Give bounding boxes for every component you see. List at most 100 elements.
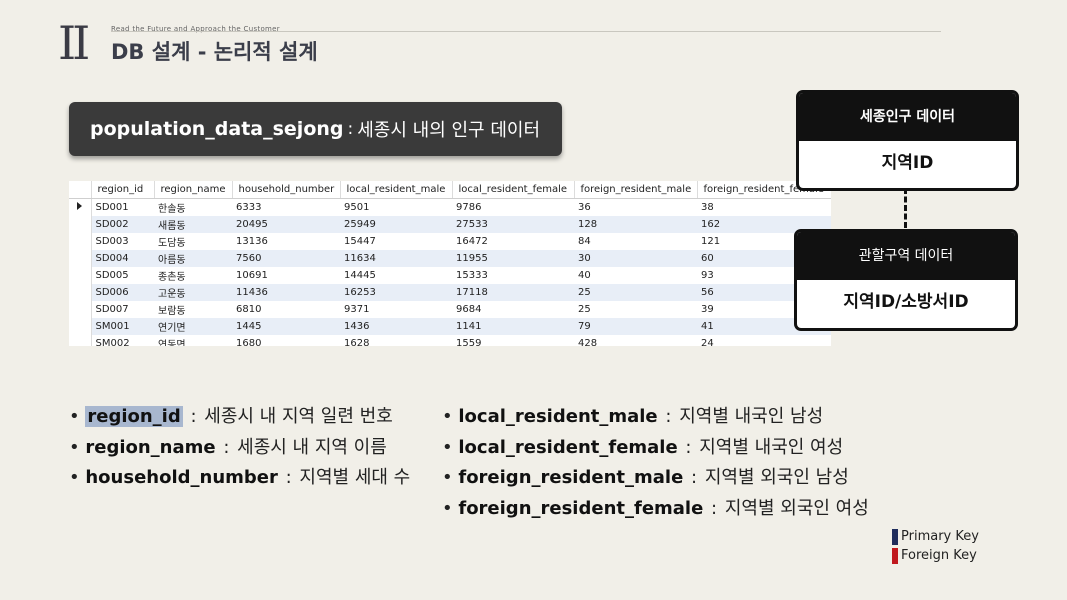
table-cell[interactable]: 연기면 — [154, 318, 232, 335]
entity-header: 세종인구 데이터 — [799, 93, 1016, 141]
row-selector[interactable] — [69, 284, 92, 301]
table-cell[interactable]: 연동면 — [158, 340, 186, 346]
table-cell[interactable]: 38 — [701, 202, 714, 213]
table-cell[interactable]: 11436 — [232, 284, 340, 301]
table-cell[interactable]: SD003 — [95, 236, 129, 247]
table-cell[interactable]: 7560 — [232, 250, 340, 267]
table-cell[interactable]: 종촌동 — [158, 272, 186, 283]
table-row[interactable]: SM001 연기면 1445 1436 1141 79 41 — [69, 318, 831, 335]
table-cell[interactable]: SM001 — [91, 318, 154, 335]
table-cell[interactable]: 25 — [574, 284, 697, 301]
table-row[interactable]: SD002 새롬동 20495 25949 27533 128 162 — [69, 216, 831, 233]
table-cell[interactable]: 보람동 — [158, 306, 186, 317]
column-header[interactable]: region_name — [154, 181, 233, 199]
column-header[interactable]: region_id — [91, 181, 155, 199]
table-row[interactable]: SM002 연동면 1680 1628 1559 428 24 — [69, 335, 831, 346]
table-cell[interactable]: SD001 — [95, 202, 129, 213]
table-cell[interactable]: SD005 — [95, 270, 129, 281]
table-cell[interactable]: 16253 — [340, 284, 452, 301]
table-cell[interactable]: 84 — [578, 236, 591, 247]
field-description: 세종시 내 지역 일련 번호 — [204, 406, 393, 427]
table-cell[interactable]: 36 — [578, 202, 591, 213]
table-cell[interactable]: 25949 — [340, 216, 452, 233]
field-name: region_id — [85, 406, 183, 427]
table-cell[interactable]: SD007 — [95, 304, 129, 315]
table-cell[interactable]: 20495 — [232, 216, 340, 233]
table-cell[interactable]: 9786 — [456, 202, 482, 213]
table-cell[interactable]: SD002 — [91, 216, 154, 233]
table-cell[interactable]: 고운동 — [154, 284, 232, 301]
field-separator: : — [223, 436, 230, 458]
table-cell[interactable]: 10691 — [236, 270, 268, 281]
table-cell[interactable]: 14445 — [344, 270, 376, 281]
table-cell[interactable]: 17118 — [452, 284, 574, 301]
table-cell[interactable]: 6810 — [236, 304, 262, 315]
table-cell[interactable]: 13136 — [236, 236, 268, 247]
entity-key: 지역ID/소방서ID — [843, 292, 969, 312]
entity-header: 관할구역 데이터 — [797, 232, 1015, 280]
table-cell[interactable]: 79 — [574, 318, 697, 335]
table-cell[interactable]: 도담동 — [158, 238, 186, 249]
entity-population-data: 세종인구 데이터 지역ID — [796, 90, 1019, 191]
table-cell[interactable]: 9684 — [456, 304, 482, 315]
bullet: • — [442, 406, 453, 427]
table-cell[interactable]: 1628 — [344, 338, 370, 346]
section-numeral: II — [58, 16, 90, 70]
page-title: DB 설계 - 논리적 설계 — [111, 40, 318, 64]
table-cell[interactable]: 93 — [701, 270, 714, 281]
table-row[interactable]: SD006 고운동 11436 16253 17118 25 56 — [69, 284, 831, 301]
row-selector[interactable] — [69, 250, 92, 267]
table-cell[interactable]: 16472 — [456, 236, 488, 247]
table-cell[interactable]: SD006 — [91, 284, 154, 301]
table-description: 세종시 내의 인구 데이터 — [357, 120, 541, 141]
table-cell[interactable]: 1559 — [456, 338, 482, 346]
table-row[interactable]: SD004 아름동 7560 11634 11955 30 60 — [69, 250, 831, 267]
field-item: • region_id : 세종시 내 지역 일련 번호 — [69, 402, 410, 433]
table-cell[interactable]: 11955 — [452, 250, 574, 267]
field-separator: : — [665, 406, 672, 427]
table-row[interactable]: SD003 도담동 13136 15447 16472 84 121 — [69, 233, 831, 250]
table-cell[interactable]: 27533 — [452, 216, 574, 233]
table-cell[interactable]: 428 — [578, 338, 598, 346]
table-cell[interactable]: 9501 — [344, 202, 370, 213]
table-row[interactable]: SD007 보람동 6810 9371 9684 25 39 — [69, 301, 831, 318]
table-cell[interactable]: 1680 — [236, 338, 262, 346]
table-cell[interactable]: 15333 — [456, 270, 488, 281]
table-cell[interactable]: 40 — [578, 270, 591, 281]
row-selector[interactable] — [69, 216, 92, 233]
table-cell[interactable]: 9371 — [344, 304, 370, 315]
row-selector[interactable] — [69, 233, 92, 250]
table-cell[interactable]: 25 — [578, 304, 591, 315]
table-cell[interactable]: 아름동 — [154, 250, 232, 267]
table-cell[interactable]: SM002 — [95, 338, 130, 346]
table-row[interactable]: SD001 한솔동 6333 9501 9786 36 38 — [69, 198, 831, 216]
column-header[interactable]: local_resident_male — [340, 181, 453, 199]
row-selector[interactable] — [69, 335, 92, 346]
table-cell[interactable]: 24 — [701, 338, 714, 346]
column-header[interactable]: household_number — [232, 181, 341, 199]
column-header[interactable]: foreign_resident_male — [574, 181, 698, 199]
table-cell[interactable]: 1436 — [340, 318, 452, 335]
bullet: • — [442, 497, 453, 519]
table-cell[interactable]: 11634 — [340, 250, 452, 267]
table-cell[interactable]: 162 — [697, 216, 831, 233]
table-cell[interactable]: 1445 — [232, 318, 340, 335]
table-cell[interactable]: 1141 — [452, 318, 574, 335]
field-description: 지역별 세대 수 — [299, 467, 411, 488]
table-name-separator: : — [347, 119, 354, 139]
table-cell[interactable]: 15447 — [344, 236, 376, 247]
table-cell[interactable]: 128 — [574, 216, 697, 233]
table-cell[interactable]: 한솔동 — [158, 204, 186, 215]
row-selector[interactable] — [69, 198, 92, 216]
table-cell[interactable]: 6333 — [236, 202, 262, 213]
table-cell[interactable]: 39 — [701, 304, 714, 315]
table-cell[interactable]: SD004 — [91, 250, 154, 267]
table-row[interactable]: SD005 종촌동 10691 14445 15333 40 93 — [69, 267, 831, 284]
table-cell[interactable]: 30 — [574, 250, 697, 267]
row-selector[interactable] — [69, 318, 92, 335]
table-cell[interactable]: 새롬동 — [154, 216, 232, 233]
row-selector[interactable] — [69, 301, 92, 318]
column-header[interactable]: local_resident_female — [452, 181, 575, 199]
row-selector[interactable] — [69, 267, 92, 284]
table-cell[interactable]: 121 — [701, 236, 721, 247]
